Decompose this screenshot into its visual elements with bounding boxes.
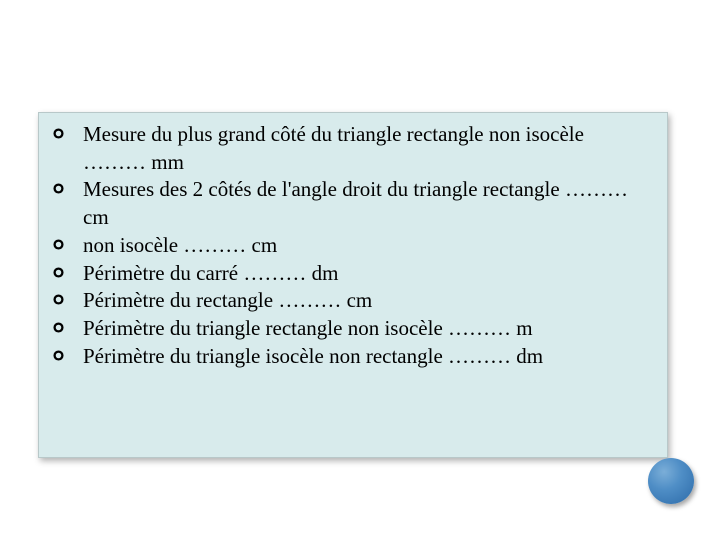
bullet-icon (53, 176, 83, 194)
bullet-icon (53, 343, 83, 361)
bullet-icon (53, 287, 83, 305)
list-item-text: Mesure du plus grand côté du triangle re… (83, 121, 649, 176)
content-box: Mesure du plus grand côté du triangle re… (38, 112, 668, 458)
list-item: Mesure du plus grand côté du triangle re… (53, 121, 649, 176)
list-item: Périmètre du rectangle ……… cm (53, 287, 649, 315)
list-item: non isocèle ……… cm (53, 232, 649, 260)
list-item: Périmètre du triangle isocèle non rectan… (53, 343, 649, 371)
list-item: Mesures des 2 côtés de l'angle droit du … (53, 176, 649, 231)
list-item-text: Périmètre du rectangle ……… cm (83, 287, 649, 315)
list-item: Périmètre du triangle rectangle non isoc… (53, 315, 649, 343)
list-item-text: Périmètre du triangle isocèle non rectan… (83, 343, 649, 371)
list-item: Périmètre du carré ……… dm (53, 260, 649, 288)
bullet-list: Mesure du plus grand côté du triangle re… (53, 121, 649, 370)
list-item-text: Mesures des 2 côtés de l'angle droit du … (83, 176, 649, 231)
bullet-icon (53, 260, 83, 278)
bullet-icon (53, 315, 83, 333)
list-item-text: Périmètre du triangle rectangle non isoc… (83, 315, 649, 343)
decorative-circle-icon (648, 458, 694, 504)
list-item-text: non isocèle ……… cm (83, 232, 649, 260)
bullet-icon (53, 232, 83, 250)
list-item-text: Périmètre du carré ……… dm (83, 260, 649, 288)
bullet-icon (53, 121, 83, 139)
